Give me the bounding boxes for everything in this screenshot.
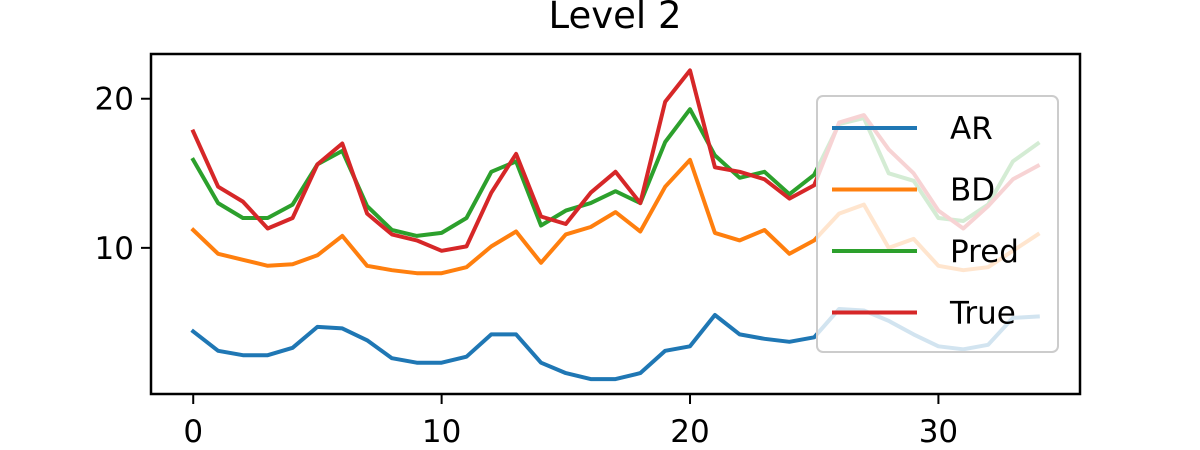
y-tick-label: 10	[95, 231, 134, 267]
plot-frame	[149, 52, 1082, 396]
chart-title: Level 2	[549, 0, 682, 37]
axis-ticks: 0 10 20 30 10 20	[95, 82, 959, 450]
legend-box	[816, 95, 1059, 353]
x-tick-label: 0	[183, 414, 203, 450]
legend-label-pred: Pred	[950, 234, 1019, 270]
legend: AR BD Pred True	[816, 95, 1059, 353]
x-tick-label: 20	[670, 414, 709, 450]
legend-label-bd: BD	[950, 173, 995, 209]
x-tick-label: 10	[422, 414, 461, 450]
legend-label-ar: AR	[950, 111, 993, 147]
x-tick-label: 30	[919, 414, 958, 450]
y-tick-label: 20	[95, 82, 134, 118]
legend-label-true: True	[949, 296, 1016, 332]
